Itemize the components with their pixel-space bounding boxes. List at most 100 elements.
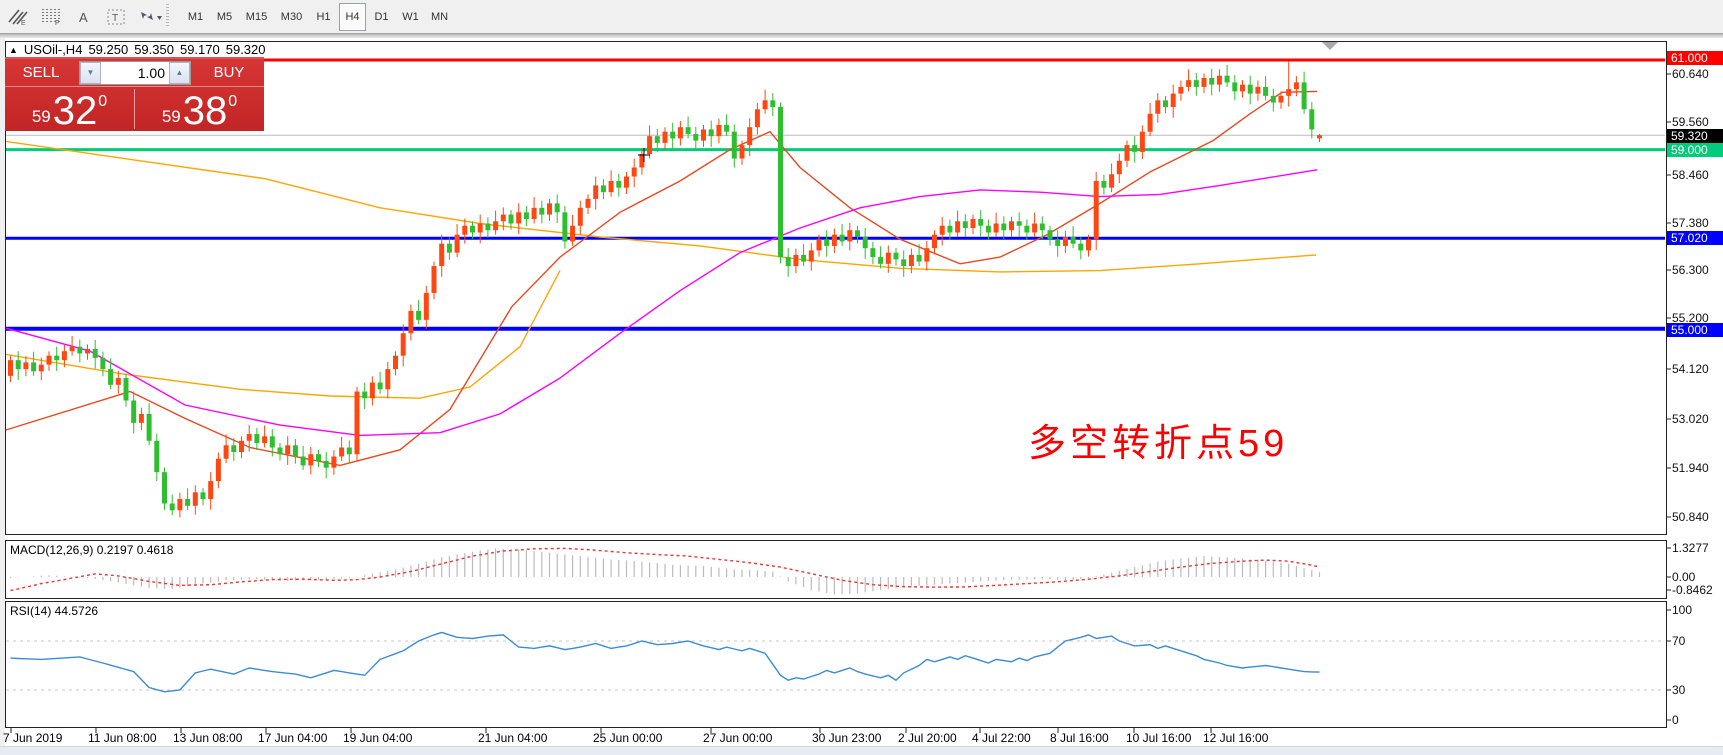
date-label: 10 Jul 16:00	[1126, 731, 1192, 745]
candle-body	[508, 214, 514, 224]
price-label-59.560: 59.560	[1672, 115, 1709, 129]
date-label: 7 Jun 2019	[3, 731, 63, 745]
svg-text:T: T	[112, 13, 118, 24]
draw-lines-icon-e[interactable]: E	[2, 3, 34, 31]
candle-body	[731, 131, 737, 159]
candle-body	[531, 207, 537, 220]
candle-body	[1132, 145, 1138, 152]
candle-body	[762, 100, 768, 110]
macd-indicator-label: MACD(12,26,9) 0.2197 0.4618	[10, 543, 174, 557]
candle-body	[1124, 145, 1130, 161]
timeframe-button-W1[interactable]: W1	[402, 11, 419, 23]
price-tag-59.000: 59.000	[1667, 143, 1723, 157]
macd-plot-layer	[9, 547, 1321, 595]
timeframe-button-H1[interactable]: H1	[316, 11, 331, 23]
chart-canvas[interactable]	[0, 38, 1723, 755]
quote-low: 59.170	[179, 42, 220, 57]
rsi-axis-label: 0	[1672, 713, 1679, 727]
candle-body	[138, 413, 144, 423]
candle-body	[331, 456, 337, 468]
candle-body	[1001, 223, 1007, 231]
sell-button[interactable]: SELL	[22, 64, 60, 81]
macd-axis-label: 1.3277	[1672, 541, 1709, 555]
rsi-axis-label: 100	[1672, 603, 1693, 617]
volume-stepper: ▼ ▲	[79, 60, 191, 85]
candle-body	[316, 454, 321, 461]
buy-button[interactable]: BUY	[213, 64, 245, 81]
candle-body	[747, 127, 753, 146]
timeframe-button-M15[interactable]: M15	[245, 11, 268, 23]
candle-body	[1193, 80, 1199, 87]
candle-body	[916, 254, 922, 262]
candle-body	[477, 223, 483, 233]
ma-orange-upper	[6, 140, 1317, 273]
candle-body	[454, 234, 460, 253]
candle-body	[901, 259, 907, 267]
rsi-plot-layer	[6, 631, 1665, 693]
timeframe-button-H4[interactable]: H4	[339, 3, 366, 31]
candle-body	[862, 236, 868, 249]
candle-body	[1263, 86, 1269, 96]
status-strip	[0, 746, 1723, 755]
candle-body	[1155, 100, 1161, 114]
volume-decrease-button[interactable]: ▼	[80, 61, 101, 84]
candle-body	[516, 212, 522, 224]
candle-body	[23, 362, 29, 370]
timeframe-button-M30[interactable]: M30	[280, 11, 303, 23]
sell-price[interactable]: 59 32 0	[31, 89, 108, 133]
one-click-collapse-icon[interactable]: ▲	[9, 44, 18, 55]
price-label-53.020: 53.020	[1672, 412, 1709, 426]
candle-body	[924, 248, 930, 262]
candle-body	[600, 185, 606, 193]
candle-body	[685, 127, 691, 134]
buy-price[interactable]: 59 38 0	[161, 89, 238, 133]
candle-body	[808, 250, 814, 262]
candle-body	[947, 225, 953, 233]
grid-pattern-icon-f[interactable]: F	[35, 3, 67, 31]
text-box-icon[interactable]: T	[101, 3, 133, 31]
candle-body	[885, 252, 891, 264]
rsi-axis-label: 30	[1672, 683, 1686, 697]
svg-text:E: E	[21, 20, 26, 26]
timeframe-button-M5[interactable]: M5	[216, 11, 233, 23]
trade-panel-divider	[134, 89, 135, 129]
volume-increase-button[interactable]: ▲	[169, 61, 190, 84]
candle-body	[554, 203, 560, 213]
date-label: 21 Jun 04:00	[478, 731, 548, 745]
arrows-tool-icon[interactable]	[134, 3, 166, 31]
timeframe-button-D1[interactable]: D1	[374, 11, 389, 23]
candle-body	[785, 257, 791, 267]
trade-panel-prices: 59 32 0 59 38 0	[5, 87, 264, 131]
candle-body	[839, 234, 845, 242]
candle-body	[1163, 100, 1168, 108]
price-label-58.460: 58.460	[1672, 168, 1709, 182]
timeframe-button-M1[interactable]: M1	[187, 11, 204, 23]
timeframe-button-MN[interactable]: MN	[430, 11, 449, 23]
macd-plot-frame	[5, 540, 1667, 599]
text-label-icon[interactable]: A	[68, 3, 100, 31]
candle-body	[1055, 239, 1061, 246]
candle-body	[616, 180, 622, 188]
candle-body	[123, 378, 129, 401]
candle-body	[962, 221, 968, 228]
candle-body	[1047, 230, 1053, 240]
volume-input[interactable]	[101, 61, 169, 84]
main-plot-layer	[6, 58, 1665, 518]
candle-body	[1201, 77, 1207, 87]
chart-window: ▲ USOil-,H4 59.250 59.350 59.170 59.320 …	[0, 38, 1723, 755]
trade-panel-header: SELL ▼ ▲ BUY	[5, 59, 264, 87]
candle-body	[1070, 236, 1076, 244]
date-label: 30 Jun 23:00	[812, 731, 882, 745]
candle-body	[778, 107, 783, 258]
candle-body	[716, 124, 722, 137]
symbol-period-label: USOil-,H4	[23, 42, 83, 57]
candle-body	[801, 254, 807, 262]
candle-body	[816, 239, 822, 251]
candle-body	[85, 348, 90, 354]
price-label-56.300: 56.300	[1672, 263, 1709, 277]
candle-body	[115, 378, 121, 385]
candle-body	[1186, 80, 1192, 87]
candle-body	[423, 292, 429, 320]
price-label-57.380: 57.380	[1672, 216, 1709, 230]
